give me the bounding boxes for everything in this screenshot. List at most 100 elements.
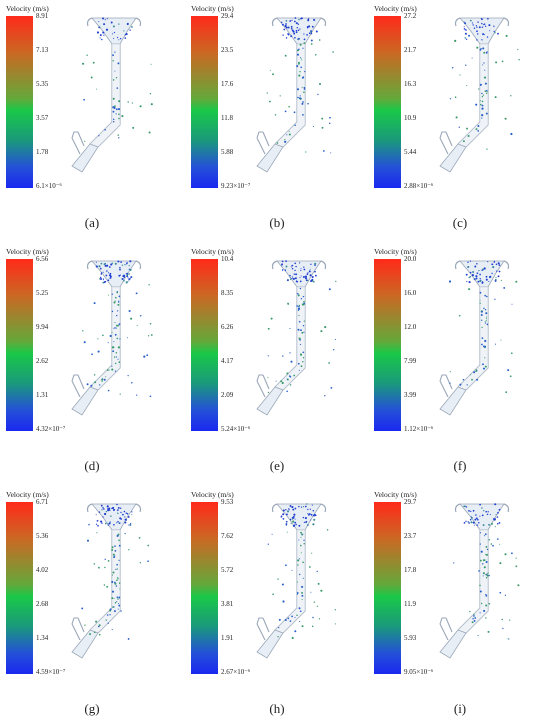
particle: [286, 531, 288, 533]
particle: [463, 26, 465, 28]
particle: [127, 513, 129, 515]
particle: [299, 343, 301, 346]
particle: [299, 620, 301, 622]
particle: [479, 83, 482, 86]
particle: [282, 509, 285, 512]
particle: [314, 54, 317, 56]
particle: [466, 384, 468, 386]
particle: [302, 561, 304, 564]
particle: [297, 310, 299, 312]
particle: [305, 521, 308, 524]
particle: [494, 31, 496, 34]
particle: [482, 367, 486, 370]
particle: [127, 280, 129, 283]
particle: [92, 61, 95, 64]
particle: [289, 518, 292, 521]
particle: [481, 337, 484, 339]
particle: [106, 614, 109, 616]
particle: [486, 36, 489, 38]
colorbar-title: Velocity (m/s): [6, 4, 49, 13]
particle: [332, 51, 334, 53]
particle: [295, 265, 297, 268]
particle: [310, 43, 313, 45]
particle: [118, 544, 121, 547]
particle: [485, 51, 488, 54]
particle: [301, 585, 304, 588]
particle: [115, 324, 119, 327]
particle: [485, 312, 488, 315]
particle: [479, 48, 482, 51]
particle: [100, 520, 103, 523]
particle: [489, 276, 491, 278]
particle: [481, 92, 483, 95]
particle: [484, 533, 487, 536]
particle: [125, 273, 127, 275]
particle: [470, 374, 472, 376]
particle: [474, 617, 477, 619]
particle: [297, 362, 300, 365]
particle: [481, 269, 483, 272]
particle: [481, 39, 483, 41]
particle: [114, 51, 116, 53]
particle: [472, 24, 474, 26]
particle: [478, 26, 481, 29]
particle: [313, 18, 315, 21]
particle: [109, 521, 111, 523]
colorbar-tick: 1.78: [36, 148, 49, 156]
particle: [116, 314, 118, 317]
particle: [109, 334, 112, 338]
particle: [303, 33, 305, 35]
particle: [289, 327, 291, 330]
particle: [114, 370, 117, 372]
particle: [314, 262, 317, 265]
particle: [510, 132, 513, 136]
particle: [284, 110, 287, 113]
particle: [102, 17, 105, 20]
colorbar-tick: 9.05×10⁻⁶: [404, 668, 434, 676]
particle: [97, 350, 100, 353]
particle: [291, 569, 293, 571]
particle: [484, 308, 487, 311]
colorbar-tick: 3.57: [36, 114, 49, 122]
particle: [321, 117, 324, 120]
particle: [268, 100, 271, 103]
particle: [301, 59, 303, 61]
particle: [495, 263, 498, 266]
particle: [308, 25, 311, 28]
particle: [498, 270, 501, 273]
particle: [286, 279, 289, 282]
particle-flow-image: [256, 260, 337, 416]
colorbar-tick: 8.91: [36, 12, 49, 20]
colorbar-title: Velocity (m/s): [374, 490, 417, 499]
particle: [475, 103, 478, 106]
particle: [309, 280, 312, 282]
particle: [302, 577, 304, 579]
particle: [515, 565, 518, 568]
particle: [101, 38, 103, 41]
particle: [483, 609, 486, 612]
particle: [498, 522, 501, 524]
particle: [143, 355, 146, 358]
particle: [479, 515, 481, 517]
particle: [112, 110, 115, 113]
particle: [117, 608, 119, 610]
particle: [479, 291, 482, 294]
colorbar: [374, 16, 401, 188]
particle: [107, 560, 110, 562]
particle: [102, 334, 104, 337]
particle: [115, 108, 118, 111]
particle: [293, 32, 296, 35]
particle: [128, 273, 130, 275]
particle: [313, 513, 316, 516]
particle: [473, 27, 476, 30]
particle: [285, 520, 288, 523]
particle: [281, 260, 284, 263]
particle: [485, 545, 488, 548]
particle: [468, 276, 470, 279]
particle: [105, 619, 107, 621]
particle: [111, 546, 114, 549]
particle: [308, 514, 310, 516]
particle-flow-image: [439, 260, 518, 416]
particle: [147, 335, 150, 337]
particle: [296, 280, 299, 283]
